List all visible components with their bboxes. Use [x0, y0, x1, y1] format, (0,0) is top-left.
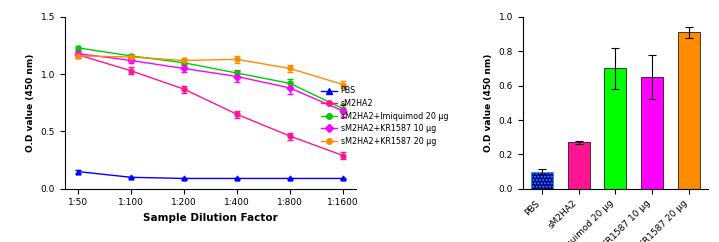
Bar — [531, 172, 553, 189]
Bar — [568, 142, 590, 189]
Legend: PBS, sM2HA2, sM2HA2+Imiquimod 20 μg, sM2HA2+KR1587 10 μg, sM2HA2+KR1587 20 μg: PBS, sM2HA2, sM2HA2+Imiquimod 20 μg, sM2… — [318, 83, 452, 149]
Y-axis label: O.D value (450 nm): O.D value (450 nm) — [484, 54, 493, 152]
Bar — [641, 77, 663, 189]
X-axis label: Sample Dilution Factor: Sample Dilution Factor — [143, 213, 278, 223]
Bar — [678, 32, 700, 189]
Y-axis label: O.D value (450 nm): O.D value (450 nm) — [26, 54, 35, 152]
Bar — [605, 68, 626, 189]
